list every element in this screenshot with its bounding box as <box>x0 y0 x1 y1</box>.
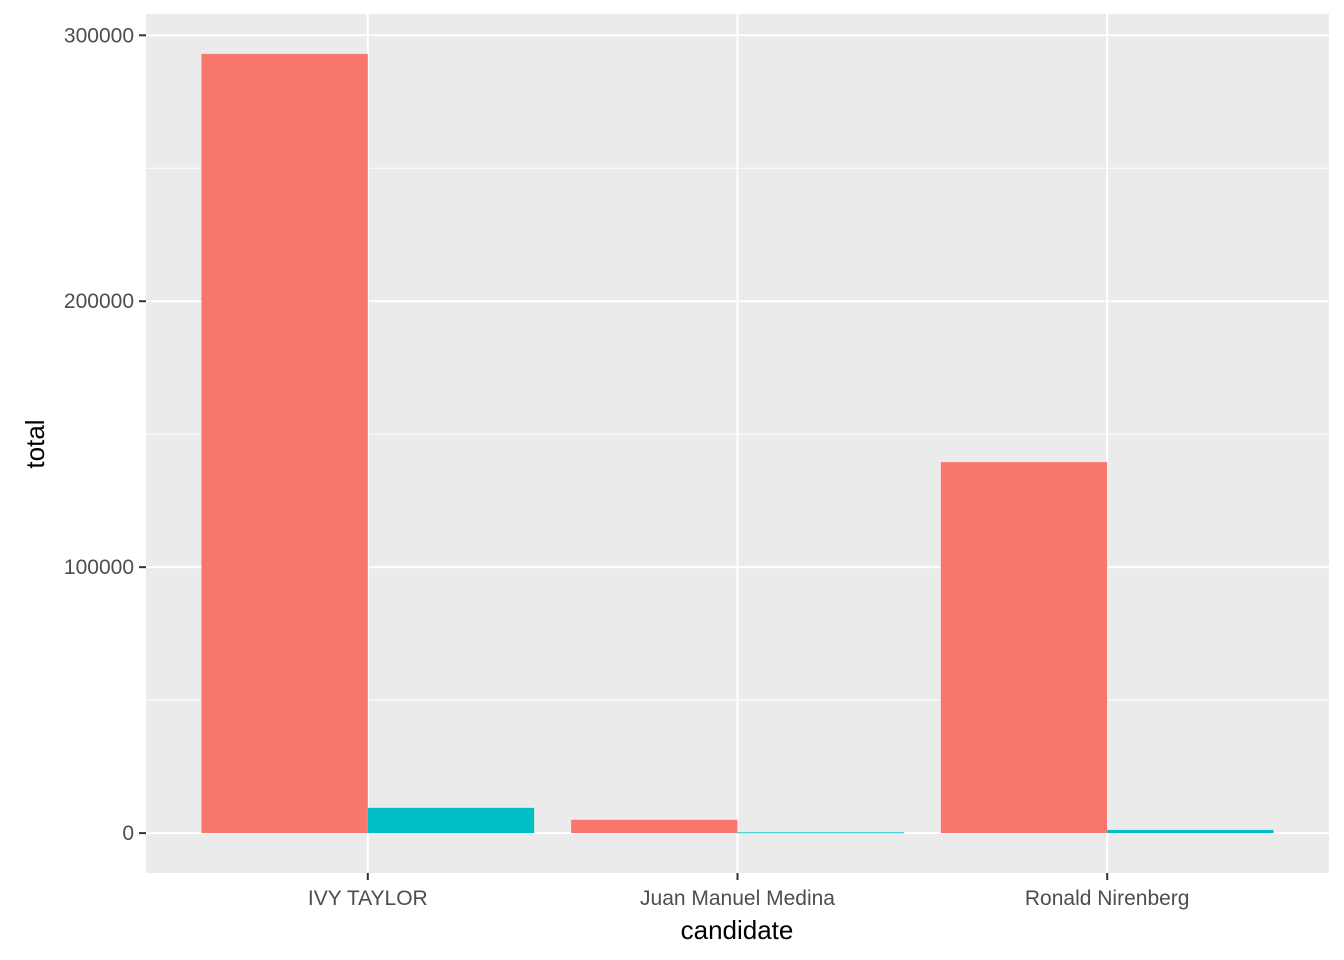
y-axis: 0 100000 200000 300000 <box>64 24 146 845</box>
x-axis: IVY TAYLOR Juan Manuel Medina Ronald Niren… <box>308 873 1190 910</box>
y-axis-title: total <box>20 419 50 468</box>
bar <box>571 819 738 834</box>
bar <box>737 832 904 834</box>
bar <box>940 462 1108 834</box>
y-tick-label: 300000 <box>64 24 134 47</box>
x-axis-title: candidate <box>681 915 794 945</box>
bars <box>201 53 1274 834</box>
y-tick-label: 200000 <box>64 290 134 313</box>
bar <box>1107 829 1274 834</box>
x-tick-label: Ronald Nirenberg <box>1025 887 1190 910</box>
bar <box>367 807 535 834</box>
y-tick-label: 100000 <box>64 556 134 579</box>
x-tick-label: IVY TAYLOR <box>308 887 428 910</box>
x-tick-label: Juan Manuel Medina <box>640 887 835 910</box>
y-tick-label: 0 <box>122 822 134 845</box>
bar <box>201 53 368 834</box>
